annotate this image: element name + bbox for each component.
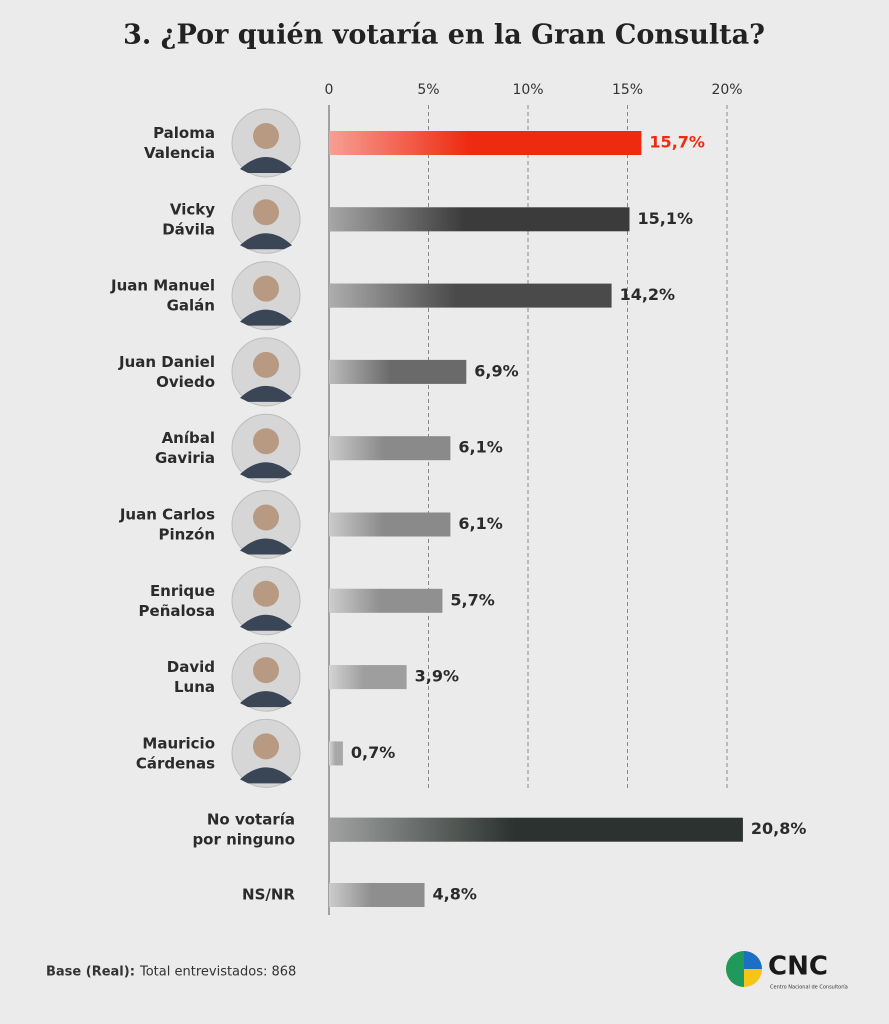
photo-head [253,275,279,302]
value-label: 14,2% [620,285,676,304]
chart-title: 3. ¿Por quién votaría en la Gran Consult… [123,20,765,51]
value-label: 20,8% [751,819,807,838]
photo-body [240,462,292,479]
bar-fade [329,665,407,690]
photo-head [253,351,279,378]
logo: CNC Centro Nacional de Consultoría [726,951,848,991]
value-label: 15,7% [649,133,705,152]
x-tick-label: 20% [711,82,742,98]
photo-head [253,199,279,226]
category-label: Aníbal Gaviria [155,429,215,467]
logo-text: CNC [768,952,828,982]
category-label: No votaría por ninguno [192,810,295,848]
photo-head [253,657,279,684]
photo-head [253,123,279,149]
bar-fade [329,207,630,232]
bar-fade [329,359,467,384]
photo-body [240,614,292,631]
x-tick-label: 0 [325,82,334,98]
value-label: 15,1% [637,209,693,228]
photo-body [240,767,292,784]
category-label: Enrique Peñalosa [139,581,215,619]
x-tick-label: 15% [612,82,643,98]
bar-fade [329,436,451,461]
photo-body [240,538,292,555]
photo-head [253,580,279,607]
logo-subtitle: Centro Nacional de Consultoría [770,984,848,991]
bar-fade [329,512,451,537]
photo-head [253,428,279,455]
value-label: 6,1% [458,514,502,533]
photo-head [253,733,279,760]
category-label: Juan Carlos Pinzón [119,505,215,543]
category-label: Juan Manuel Galán [110,276,215,314]
value-label: 4,8% [433,885,477,904]
photo-body [240,385,292,402]
photo-body [240,233,292,250]
value-label: 3,9% [415,667,459,686]
category-label: NS/NR [242,886,295,904]
bar-fade [329,283,612,308]
note-label: Base (Real): [46,965,135,980]
logo-mark-left [726,951,744,987]
category-label: David Luna [167,658,215,696]
photo-head [253,504,279,531]
value-label: 6,9% [474,361,518,380]
value-label: 6,1% [458,438,502,457]
category-label: Paloma Valencia [144,124,215,162]
photo-body [240,309,292,326]
value-label: 0,7% [351,743,395,762]
category-label: Mauricio Cárdenas [136,734,215,772]
note-text: Total entrevistados: 868 [139,965,296,980]
x-tick-label: 10% [512,82,543,98]
bar-fade [329,588,443,613]
category-label: Vicky Dávila [162,200,215,238]
x-tick-label: 5% [417,82,439,98]
bar-fade [329,131,642,155]
logo-mark-top [744,951,762,969]
photo-body [240,157,292,173]
category-label: Juan Daniel Oviedo [118,352,215,390]
photo-body [240,691,292,708]
value-label: 5,7% [450,590,494,609]
bar-fade [329,741,343,766]
bar-fade [329,883,425,907]
bar-fade [329,817,743,842]
